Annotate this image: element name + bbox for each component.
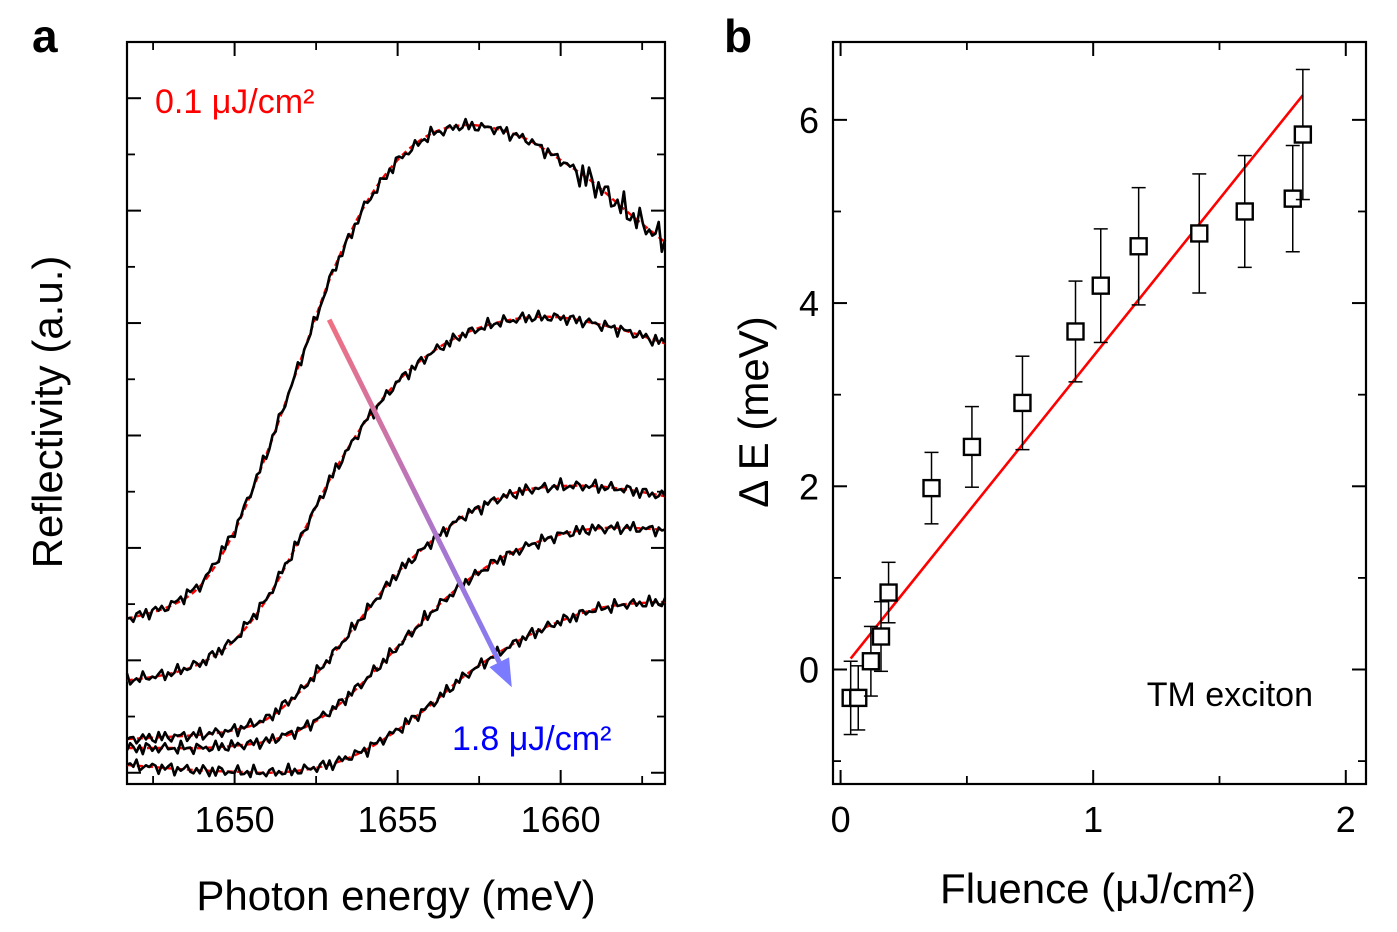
label-low-fluence: 0.1 μJ/cm²	[155, 83, 314, 121]
chart-a-xtick-label: 1660	[521, 799, 601, 840]
chart-a-ticks	[127, 42, 665, 784]
measured-spectrum	[126, 117, 667, 624]
measured-spectrum	[126, 594, 667, 779]
chart-a-xtick-label: 1650	[195, 799, 275, 840]
label-high-fluence: 1.8 μJ/cm²	[452, 720, 611, 758]
square-marker	[871, 627, 891, 646]
measured-spectrum	[125, 309, 667, 686]
chart-b-xtick-labels: 0 1 2	[831, 799, 1356, 840]
chart-b-ylabel: Δ E (meV)	[730, 316, 777, 507]
data-point	[879, 561, 898, 624]
chart-b-ticks	[833, 42, 1366, 784]
fluence-arrow-head	[489, 657, 512, 688]
chart-b-ytick-label: 2	[799, 466, 819, 507]
chart-b-ytick-label: 6	[799, 100, 819, 141]
chart-b-points	[841, 68, 1313, 736]
chart-a-xtick-labels: 1650 1655 1660	[195, 799, 601, 840]
square-marker	[1013, 393, 1032, 413]
data-point	[1293, 68, 1313, 201]
chart-b-xtick-label: 2	[1336, 799, 1356, 840]
data-point	[1283, 144, 1302, 253]
chart-b-xtick-label: 1	[1083, 799, 1103, 840]
data-point	[871, 600, 891, 673]
data-point	[1091, 228, 1110, 344]
data-point	[849, 665, 868, 731]
linear-fit-line	[849, 94, 1304, 660]
chart-a-ylabel: Reflectivity (a.u.)	[24, 256, 71, 569]
square-marker	[879, 583, 898, 602]
chart-b: 0 1 2 0 2 4 6 TM exciton Fluence (μJ/cm²) Δ E…	[730, 40, 1368, 912]
data-point	[861, 625, 881, 697]
chart-a-frame	[125, 40, 667, 786]
chart-a: 1650 1655 1660 0.1 μJ/cm² 1.8 μJ/cm² Photo…	[24, 40, 667, 919]
tm-exciton-label: TM exciton	[1147, 676, 1313, 714]
measured-spectrum	[126, 477, 667, 745]
data-point	[922, 451, 941, 525]
panel-a-letter: a	[32, 10, 58, 62]
square-marker	[861, 652, 881, 671]
chart-b-xtick-label: 0	[831, 799, 851, 840]
measured-spectrum	[125, 520, 666, 756]
data-point	[1013, 355, 1032, 451]
data-point	[1066, 280, 1085, 383]
fluence-arrow	[326, 318, 502, 664]
square-marker	[1235, 202, 1254, 221]
chart-a-xtick-label: 1655	[358, 799, 438, 840]
square-marker	[1190, 224, 1209, 243]
square-marker	[962, 437, 982, 457]
chart-b-ytick-label: 0	[799, 649, 819, 690]
chart-b-frame	[831, 40, 1368, 786]
chart-a-xlabel: Photon energy (meV)	[196, 872, 595, 919]
square-marker	[1283, 189, 1302, 208]
square-marker	[1091, 276, 1110, 295]
square-marker	[1129, 237, 1148, 256]
square-marker	[1066, 322, 1085, 341]
data-point	[1129, 186, 1148, 306]
chart-a-series	[125, 117, 667, 779]
square-marker	[849, 688, 868, 708]
fit-curve	[126, 526, 666, 750]
data-point	[962, 405, 982, 488]
chart-b-xlabel: Fluence (μJ/cm²)	[940, 865, 1256, 912]
fit-curve	[126, 123, 666, 620]
fit-curve	[126, 315, 666, 682]
chart-b-ytick-labels: 0 2 4 6	[799, 100, 819, 691]
chart-b-ytick-label: 4	[799, 283, 819, 324]
square-marker	[922, 478, 941, 498]
data-point	[1235, 154, 1254, 269]
square-marker	[1293, 125, 1313, 144]
panel-b-letter: b	[724, 10, 752, 62]
data-point	[1190, 173, 1209, 294]
